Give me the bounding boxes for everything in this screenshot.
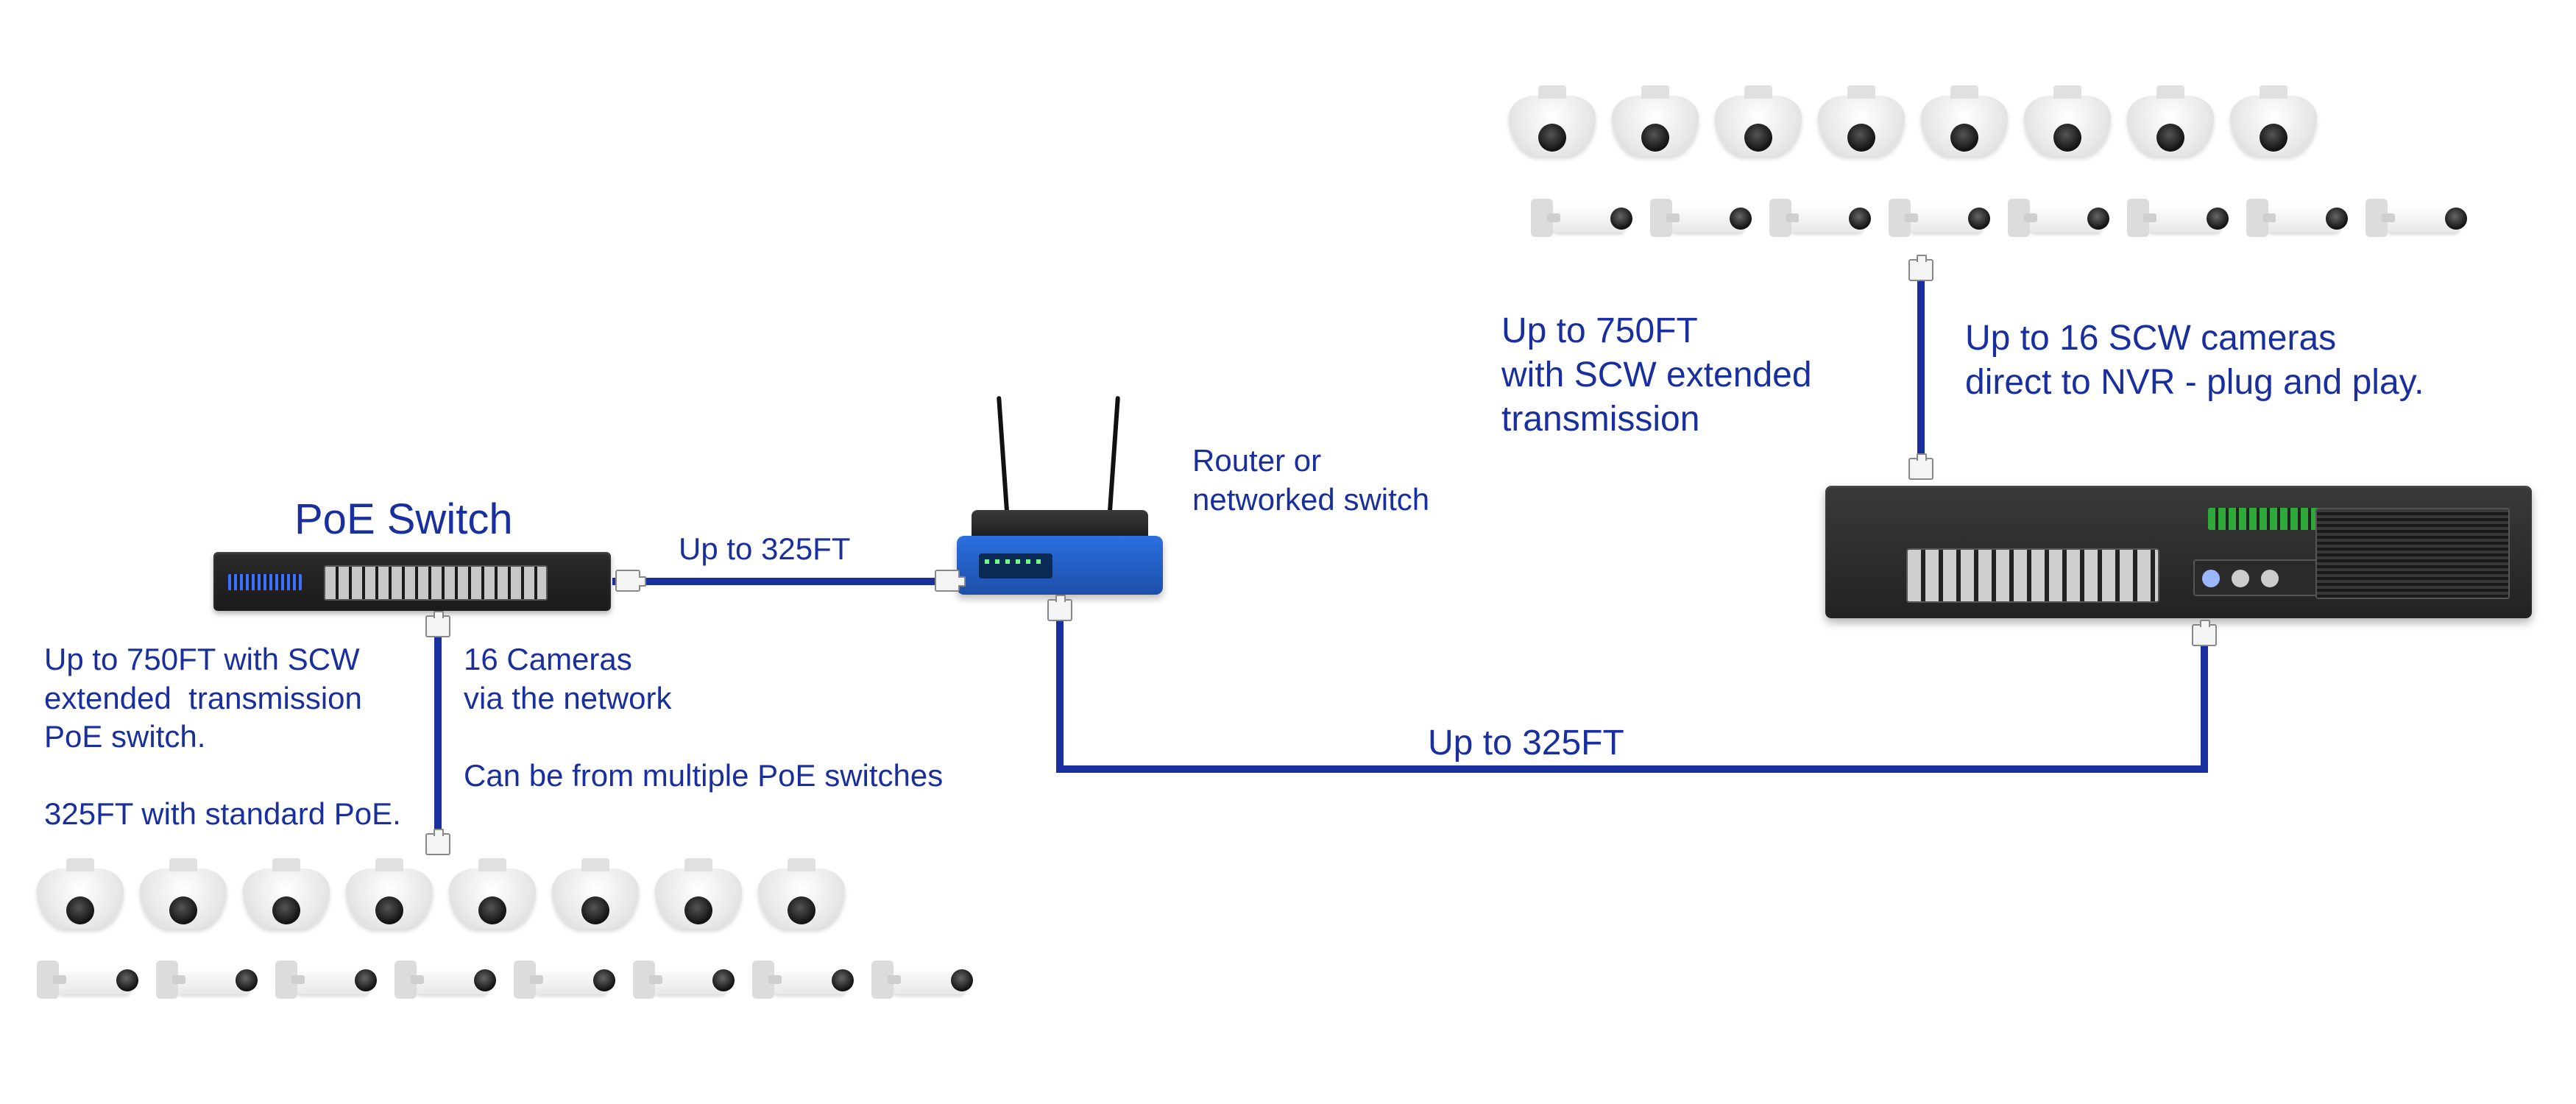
poe-switch-device [213,552,611,611]
dome-camera-icon [758,868,845,935]
bullet-camera-icon [37,960,140,1001]
left-dome-camera-row [37,868,845,935]
bullet-camera-icon [2008,199,2111,239]
poe-note-right: 16 Cameras via the network Can be from m… [464,640,943,795]
bullet-camera-icon [1769,199,1872,239]
dome-camera-icon [37,868,124,935]
dome-camera-icon [449,868,536,935]
dome-camera-icon [346,868,433,935]
dome-camera-icon [1715,96,1802,162]
bullet-camera-icon [2366,199,2469,239]
cable-segment [1056,765,2208,773]
cable-segment [1056,596,1064,773]
network-diagram: PoE Switch Router or networked switch Up… [0,0,2576,1104]
bullet-camera-icon [871,960,974,1001]
left-bullet-camera-row [37,960,974,1001]
poe-switch-title: PoE Switch [294,493,513,547]
rj45-connector-icon [1908,259,1933,281]
router-label: Router or networked switch [1192,442,1429,519]
cable-label-switch-router: Up to 325FT [679,530,850,569]
bullet-camera-icon [2127,199,2230,239]
rj45-connector-icon [615,570,640,592]
dome-camera-icon [1921,96,2008,162]
dome-camera-icon [1509,96,1596,162]
dome-camera-icon [655,868,742,935]
rj45-connector-icon [935,570,960,592]
dome-camera-icon [1818,96,1905,162]
bullet-camera-icon [394,960,498,1001]
dome-camera-icon [2230,96,2317,162]
nvr-note-right: Up to 16 SCW cameras direct to NVR - plu… [1965,316,2424,405]
rj45-connector-icon [425,833,450,855]
bullet-camera-icon [514,960,617,1001]
dome-camera-icon [1612,96,1699,162]
cable-segment [2201,633,2208,773]
cable-segment [612,578,958,585]
bullet-camera-icon [633,960,736,1001]
cable-label-router-nvr: Up to 325FT [1428,721,1624,765]
dome-camera-icon [552,868,639,935]
bullet-camera-icon [1650,199,1753,239]
rj45-connector-icon [1908,458,1933,480]
rj45-connector-icon [2192,624,2217,646]
dome-camera-icon [2127,96,2214,162]
bullet-camera-icon [2246,199,2349,239]
cable-segment [434,612,442,855]
dome-camera-icon [243,868,330,935]
poe-note-left: Up to 750FT with SCW extended transmissi… [44,640,401,834]
bullet-camera-icon [156,960,259,1001]
bullet-camera-icon [275,960,378,1001]
nvr-note-left: Up to 750FT with SCW extended transmissi… [1501,309,1812,442]
rj45-connector-icon [1047,599,1072,621]
dome-camera-icon [140,868,227,935]
router-device [957,499,1163,595]
right-dome-camera-row [1509,96,2317,162]
right-bullet-camera-row [1531,199,2469,239]
dome-camera-icon [2024,96,2111,162]
bullet-camera-icon [752,960,855,1001]
rj45-connector-icon [425,615,450,637]
nvr-device [1825,486,2532,618]
bullet-camera-icon [1889,199,1992,239]
bullet-camera-icon [1531,199,1634,239]
cable-segment [1917,258,1925,478]
